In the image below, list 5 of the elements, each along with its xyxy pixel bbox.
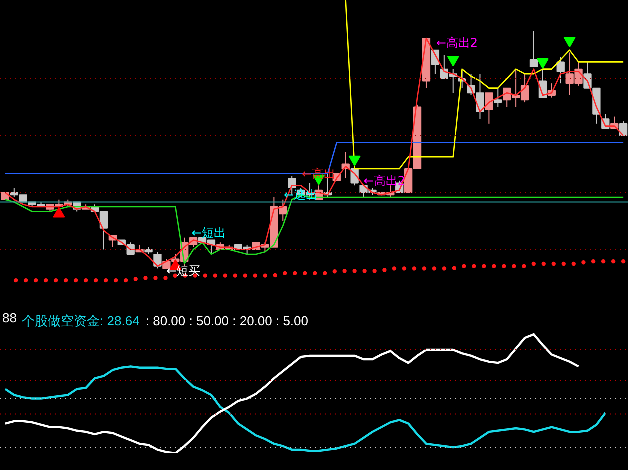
text: 个股做空资金: 28.64	[22, 314, 140, 328]
annotation: ←短出	[192, 226, 226, 240]
annotation: ←高出2	[436, 36, 478, 50]
text: 88	[2, 310, 17, 326]
text: : 80.00 : 50.00 : 20.00 : 5.00	[146, 314, 309, 328]
